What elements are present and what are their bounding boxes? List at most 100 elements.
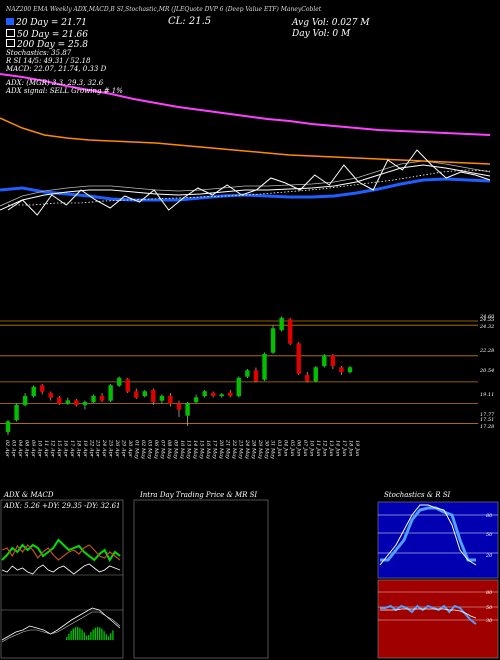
ema-series-magenta bbox=[0, 73, 491, 136]
macd-histogram-bar bbox=[90, 631, 92, 640]
date-tick-label: 16 May bbox=[205, 440, 211, 459]
date-tick-label: 18 Jun bbox=[348, 440, 354, 456]
date-tick-label: 09 May bbox=[173, 440, 179, 459]
stoch-tick-20: 20 bbox=[486, 553, 493, 559]
stoch-d-line bbox=[379, 504, 477, 566]
price-tick-label: 24.32 bbox=[479, 324, 494, 330]
date-tick-label: 14 Jun bbox=[335, 440, 341, 456]
candle-body bbox=[65, 400, 71, 404]
candle-body bbox=[305, 374, 310, 382]
date-tick-label: 24 Apr bbox=[101, 439, 107, 458]
date-tick-label: 07 Jun bbox=[302, 440, 308, 456]
date-tick-label: 22 Apr bbox=[88, 439, 94, 458]
macd-line bbox=[1, 607, 121, 641]
candle-body bbox=[82, 401, 88, 406]
ema20-text: 20 Day = 21.71 bbox=[16, 18, 88, 28]
stoch-tick-80: 80 bbox=[486, 513, 493, 519]
date-tick-label: 11 Jun bbox=[315, 440, 321, 456]
candle-body bbox=[151, 389, 156, 403]
date-tick-label: 29 May bbox=[257, 439, 263, 459]
date-tick-label: 21 May bbox=[224, 439, 230, 459]
date-tick-label: 06 Jun bbox=[296, 440, 302, 456]
rsi-value: R SI 14/5: 49.31 / 52.18 bbox=[6, 57, 91, 65]
macd-histogram-bar bbox=[66, 637, 68, 640]
date-tick-label: 02 May bbox=[140, 440, 146, 459]
candle-body bbox=[253, 370, 259, 382]
candle-body bbox=[74, 400, 79, 406]
candle-body bbox=[91, 395, 96, 403]
date-tick-label: 04 Apr bbox=[17, 440, 23, 458]
date-tick-label: 02 Apr bbox=[4, 440, 10, 458]
date-tick-label: 09 Apr bbox=[30, 440, 36, 458]
date-tick-label: 25 Apr bbox=[108, 439, 114, 458]
candle-body bbox=[57, 397, 62, 404]
date-tick-label: 05 Jun bbox=[289, 440, 295, 456]
candle-body bbox=[287, 319, 293, 344]
adx-plus-di-line bbox=[1, 538, 121, 562]
date-tick-label: 29 Apr bbox=[121, 439, 127, 458]
ema-series-20-day bbox=[0, 177, 491, 202]
date-tick-label: 23 Apr bbox=[95, 439, 101, 458]
rsi-tick-50: 50 bbox=[486, 605, 493, 611]
candle-body bbox=[228, 392, 233, 397]
ema50-label: 50 Day = 21.66 bbox=[6, 29, 88, 40]
header-title-line: NAZ200 EMA Weekly ADX,MACD,B SI,Stochast… bbox=[6, 6, 322, 13]
adx-panel-values: ADX: 5.26 +DY: 29.35 -DY: 32.61 bbox=[4, 502, 121, 510]
date-tick-label: 10 Jun bbox=[309, 440, 315, 456]
ema50-swatch bbox=[6, 29, 15, 37]
candle-body bbox=[313, 367, 318, 382]
candle-body bbox=[116, 377, 122, 386]
ema20-swatch bbox=[6, 18, 14, 25]
date-tick-label: 22 May bbox=[231, 439, 237, 459]
date-tick-label: 03 Jun bbox=[276, 440, 282, 456]
adx-panel-frame bbox=[0, 499, 124, 659]
candle-body bbox=[14, 404, 19, 421]
date-tick-label: 11 Apr bbox=[43, 440, 49, 458]
candle-body bbox=[339, 367, 344, 373]
date-tick-label: 12 Jun bbox=[322, 440, 328, 456]
day-volume: Day Vol: 0 M bbox=[292, 29, 351, 39]
intraday-panel-frame bbox=[133, 499, 269, 659]
candle-body bbox=[270, 328, 276, 353]
candle-body bbox=[330, 355, 336, 367]
candle-body bbox=[245, 370, 250, 377]
date-tick-label: 15 Apr bbox=[56, 440, 62, 458]
macd-value: MACD: 22.07, 21.74, 0.33 D bbox=[6, 65, 107, 73]
ema200-text: 200 Day = 25.8 bbox=[17, 40, 89, 50]
date-tick-label: 03 Apr bbox=[11, 440, 17, 458]
date-tick-label: 28 May bbox=[250, 439, 256, 459]
candle-body bbox=[5, 421, 11, 433]
ema200-swatch bbox=[6, 39, 15, 47]
ema200-label: 200 Day = 25.8 bbox=[6, 39, 88, 50]
candle-body bbox=[168, 395, 173, 404]
candle-body bbox=[40, 385, 45, 392]
date-tick-label: 15 May bbox=[198, 440, 204, 459]
date-tick-label: 23 May bbox=[237, 439, 243, 459]
stochastics-value: Stochastics: 35.87 bbox=[6, 49, 72, 57]
stoch-panel-title: Stochastics & R SI bbox=[384, 491, 451, 499]
candle-body bbox=[31, 386, 36, 397]
candle-body bbox=[176, 403, 182, 410]
macd-histogram-bar bbox=[83, 632, 85, 640]
candle-body bbox=[296, 343, 301, 374]
date-tick-label: 17 Jun bbox=[341, 440, 347, 456]
date-tick-label: 31 May bbox=[270, 440, 276, 459]
date-tick-label: 24 May bbox=[244, 439, 250, 459]
date-tick-label: 20 May bbox=[218, 439, 224, 459]
date-tick-label: 08 May bbox=[166, 440, 172, 459]
date-tick-label: 19 Jun bbox=[354, 440, 360, 456]
avg-volume: Avg Vol: 0.027 M bbox=[292, 18, 370, 28]
macd-histogram-bar bbox=[94, 627, 96, 640]
adx-line bbox=[1, 563, 121, 575]
price-tick-label: 19.11 bbox=[480, 392, 494, 398]
ema50-text: 50 Day = 21.66 bbox=[17, 30, 89, 40]
adx-signal: ADX signal: SELL Growing # 1% bbox=[6, 87, 123, 95]
candle-body bbox=[279, 317, 284, 331]
date-tick-label: 10 Apr bbox=[36, 440, 42, 458]
stoch-panel-background bbox=[377, 501, 499, 579]
ema-series-200-day bbox=[0, 117, 491, 165]
candle-body bbox=[142, 391, 148, 397]
